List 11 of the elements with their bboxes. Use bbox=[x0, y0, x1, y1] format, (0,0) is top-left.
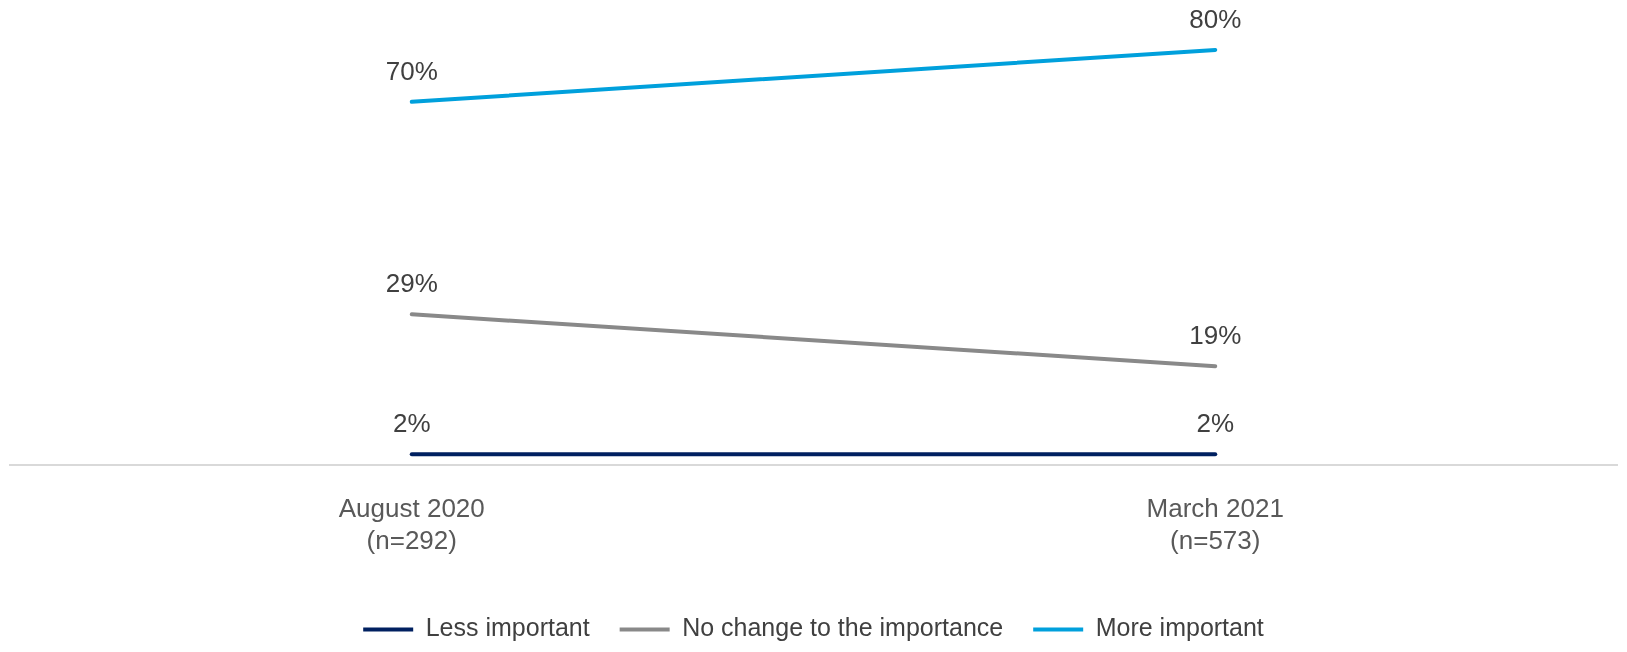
x-tick-label: August 2020 (n=292) bbox=[338, 493, 485, 555]
legend-label: No change to the importance bbox=[682, 613, 1004, 642]
data-label: 19% bbox=[1189, 320, 1242, 351]
legend-label: Less important bbox=[425, 613, 590, 642]
legend-label: More important bbox=[1095, 613, 1264, 642]
data-label: 80% bbox=[1189, 4, 1242, 35]
data-label: 70% bbox=[385, 56, 438, 86]
data-label: 2% bbox=[392, 408, 431, 439]
x-tick-label: March 2021 (n=573) bbox=[1146, 493, 1284, 555]
data-label: 2% bbox=[1196, 408, 1235, 439]
data-label: 29% bbox=[385, 268, 438, 299]
